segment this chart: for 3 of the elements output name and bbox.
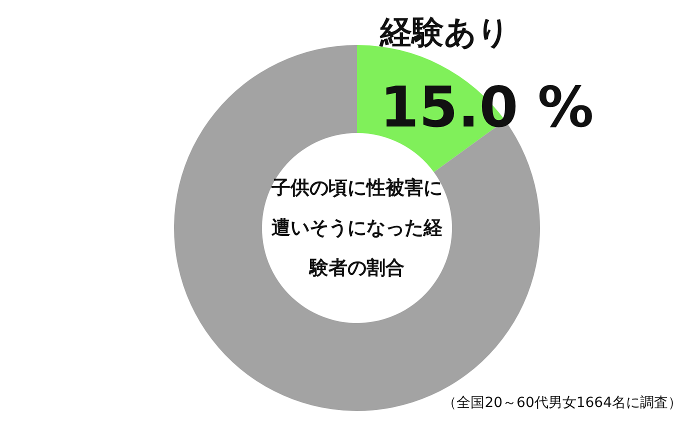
text: （全国20～60代男女1664名に調査）	[442, 395, 682, 411]
slice-label: 経験あり	[379, 13, 510, 51]
text: 子供の頃に性被害に遭いそうになった経験者の割合	[270, 177, 444, 279]
